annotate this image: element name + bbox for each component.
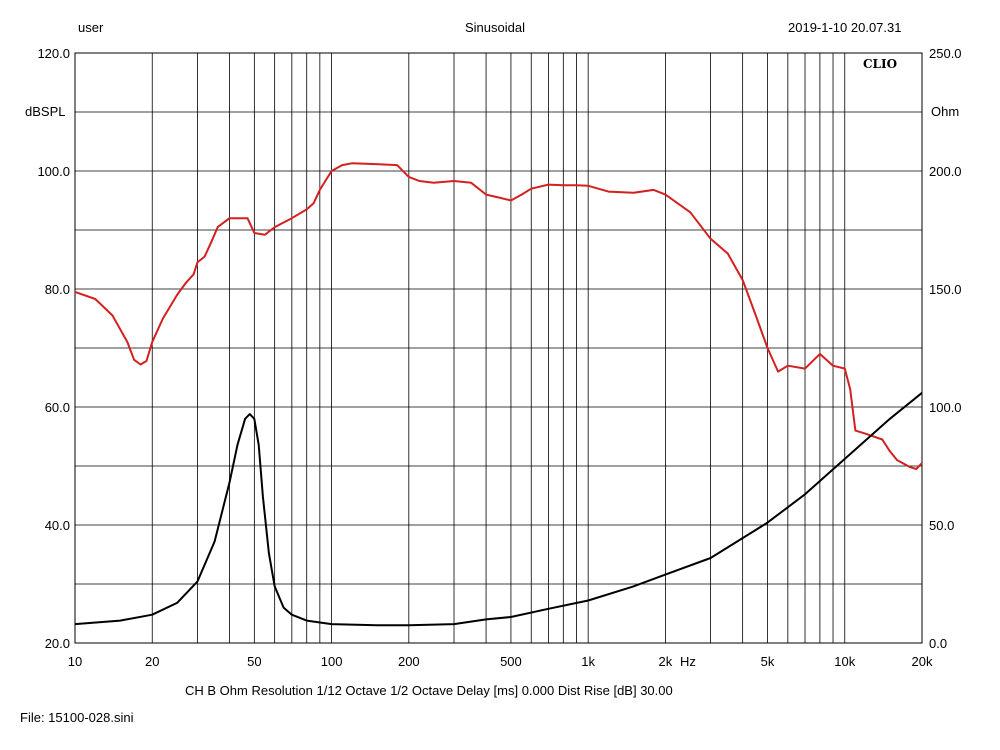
y2-axis-label: Ohm bbox=[931, 104, 959, 119]
x-tick-label: 500 bbox=[500, 654, 522, 669]
impedance-curve bbox=[74, 392, 923, 627]
series-group bbox=[74, 162, 923, 627]
y-tick-label: 20.0 bbox=[45, 636, 70, 651]
x-tick-label: 20k bbox=[912, 654, 933, 669]
footer-file: File: 15100-028.sini bbox=[20, 710, 134, 725]
clio-logo: CLIO bbox=[863, 57, 897, 71]
tick-labels: 10 20 50 100 200 500 1k 2k 5k 10k 20k 120.0 100.0 80.… bbox=[37, 46, 961, 669]
x-tick-label: 2k bbox=[659, 654, 673, 669]
y-tick-label: 60.0 bbox=[45, 400, 70, 415]
y-tick-label: 100.0 bbox=[37, 164, 70, 179]
header-user: user bbox=[78, 20, 104, 35]
footer-info: CH B Ohm Resolution 1/12 Octave 1/2 Octa… bbox=[185, 683, 673, 698]
plot-frame bbox=[74, 52, 923, 644]
x-tick-label: 5k bbox=[761, 654, 775, 669]
x-tick-label: 10k bbox=[834, 654, 855, 669]
grid bbox=[75, 53, 922, 643]
y2-tick-label: 50.0 bbox=[929, 518, 954, 533]
x-tick-label: 10 bbox=[68, 654, 82, 669]
x-axis-label: Hz bbox=[680, 654, 696, 669]
x-tick-label: 200 bbox=[398, 654, 420, 669]
y2-tick-label: 250.0 bbox=[929, 46, 962, 61]
y-axis-label: dBSPL bbox=[25, 104, 65, 119]
y2-tick-label: 0.0 bbox=[929, 636, 947, 651]
spl-curve bbox=[74, 162, 923, 470]
header-timestamp: 2019-1-10 20.07.31 bbox=[788, 20, 902, 35]
y2-tick-label: 150.0 bbox=[929, 282, 962, 297]
y-tick-label: 80.0 bbox=[45, 282, 70, 297]
y2-tick-label: 100.0 bbox=[929, 400, 962, 415]
y2-tick-label: 200.0 bbox=[929, 164, 962, 179]
y-tick-label: 40.0 bbox=[45, 518, 70, 533]
x-tick-label: 100 bbox=[321, 654, 343, 669]
header-mode: Sinusoidal bbox=[465, 20, 525, 35]
x-tick-label: 1k bbox=[581, 654, 595, 669]
x-tick-label: 50 bbox=[247, 654, 261, 669]
x-tick-label: 20 bbox=[145, 654, 159, 669]
y-tick-label: 120.0 bbox=[37, 46, 70, 61]
